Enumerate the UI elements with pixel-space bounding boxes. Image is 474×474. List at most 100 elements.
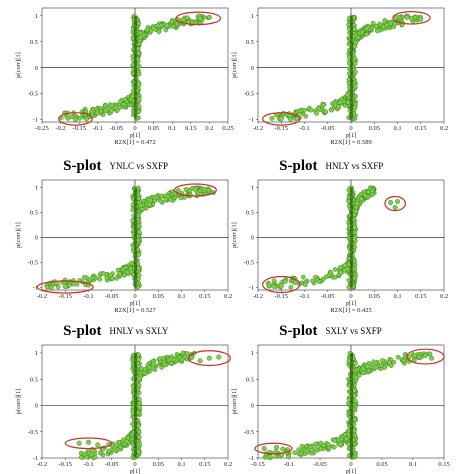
data-point — [427, 351, 433, 357]
data-point — [343, 436, 349, 442]
data-point — [392, 21, 397, 27]
plot-subtitle: HNLY vs SXFP — [326, 161, 384, 171]
data-point — [303, 448, 309, 454]
data-point — [354, 201, 360, 206]
y-tick-label: -1 — [249, 117, 254, 124]
data-point — [136, 104, 142, 109]
data-point — [352, 105, 358, 110]
data-point — [170, 23, 176, 29]
data-point — [171, 357, 177, 362]
outlier-point — [95, 442, 101, 448]
x-tick-label: 0.15 — [438, 461, 449, 468]
outlier-point — [202, 187, 208, 193]
data-point — [352, 275, 357, 281]
plot-subtitle: HNLY vs SXLY — [110, 326, 169, 336]
data-point — [136, 273, 142, 278]
outlier-point — [278, 116, 284, 122]
x-tick-label: -0.15 — [274, 125, 288, 132]
highlight-ellipse — [187, 350, 231, 367]
data-point — [386, 359, 392, 365]
data-point — [120, 266, 126, 272]
data-point — [352, 83, 358, 89]
y-tick-label: -0.5 — [28, 260, 38, 267]
data-point — [336, 104, 341, 109]
y-tick-label: -0.5 — [244, 429, 254, 436]
plot-title: S-plot — [279, 158, 317, 174]
outlier-point — [180, 16, 186, 22]
data-point — [55, 284, 61, 290]
outlier-point — [76, 440, 82, 446]
highlight-ellipse — [406, 348, 445, 365]
data-point — [101, 270, 106, 276]
data-point — [314, 111, 319, 116]
data-point — [362, 192, 368, 198]
plot-title: S-plot — [279, 323, 317, 339]
outlier-point — [429, 355, 435, 361]
data-point — [364, 26, 370, 31]
x-tick-label: 0 — [349, 293, 352, 300]
x-tick-label: 0.05 — [376, 461, 387, 468]
y-axis-label: p(corr)[1] — [231, 52, 238, 78]
outlier-point — [388, 199, 394, 205]
x-tick-label: -0.2 — [37, 461, 47, 468]
outlier-point — [404, 14, 410, 20]
y-tick-label: -1 — [33, 455, 38, 462]
data-point — [158, 198, 163, 204]
data-point — [155, 23, 161, 29]
data-point — [384, 22, 390, 28]
data-point — [148, 198, 153, 203]
data-point — [109, 108, 114, 113]
data-point — [89, 452, 94, 458]
data-point — [144, 27, 150, 33]
data-point — [156, 29, 162, 35]
outlier-point — [216, 354, 222, 360]
y-tick-label: -1 — [33, 117, 38, 124]
data-point — [117, 270, 122, 276]
highlight-ellipse — [175, 11, 222, 26]
y-tick-label: 1 — [251, 13, 254, 20]
data-point — [124, 269, 130, 275]
r2x-label: R2X[1] = 0.527 — [114, 307, 156, 314]
x-tick-label: 0.2 — [440, 293, 448, 300]
outlier-point — [292, 280, 298, 286]
data-point — [121, 102, 126, 107]
r2x-label: R2X[1] = 0.425 — [330, 307, 371, 314]
data-point — [179, 357, 185, 362]
data-point — [342, 263, 348, 268]
x-tick-label: -0.05 — [110, 125, 124, 132]
data-point — [391, 359, 397, 365]
highlight-ellipse — [262, 275, 301, 294]
x-tick-label: 0.1 — [393, 293, 401, 300]
data-point — [150, 365, 155, 371]
y-tick-label: -0.5 — [244, 260, 254, 267]
data-point — [309, 447, 315, 453]
data-point — [365, 364, 370, 369]
data-point — [360, 366, 366, 371]
data-point — [321, 102, 326, 108]
outlier-point — [418, 16, 424, 22]
data-point — [393, 15, 399, 20]
data-point — [380, 358, 385, 363]
y-tick-label: -0.5 — [28, 429, 38, 436]
data-point — [130, 94, 135, 99]
x-tick-label: -0.15 — [72, 125, 86, 132]
x-tick-label: -0.2 — [253, 293, 263, 300]
data-point — [78, 454, 84, 460]
x-axis-label: p[1] — [346, 468, 357, 474]
x-tick-label: -0.15 — [58, 461, 72, 468]
data-point — [136, 223, 142, 229]
highlight-ellipse — [58, 112, 93, 126]
outlier-point — [183, 186, 189, 192]
x-axis-label: p[1] — [130, 468, 141, 474]
x-tick-label: 0 — [133, 125, 136, 132]
x-axis-label: p[1] — [346, 300, 357, 307]
y-tick-label: -1 — [249, 285, 254, 292]
data-point — [104, 275, 110, 281]
data-point — [373, 365, 379, 370]
data-point — [329, 107, 334, 113]
data-point — [71, 281, 76, 287]
data-point — [141, 32, 146, 38]
x-tick-label: 0.1 — [168, 125, 176, 132]
data-point — [137, 401, 142, 406]
data-point — [93, 275, 99, 281]
